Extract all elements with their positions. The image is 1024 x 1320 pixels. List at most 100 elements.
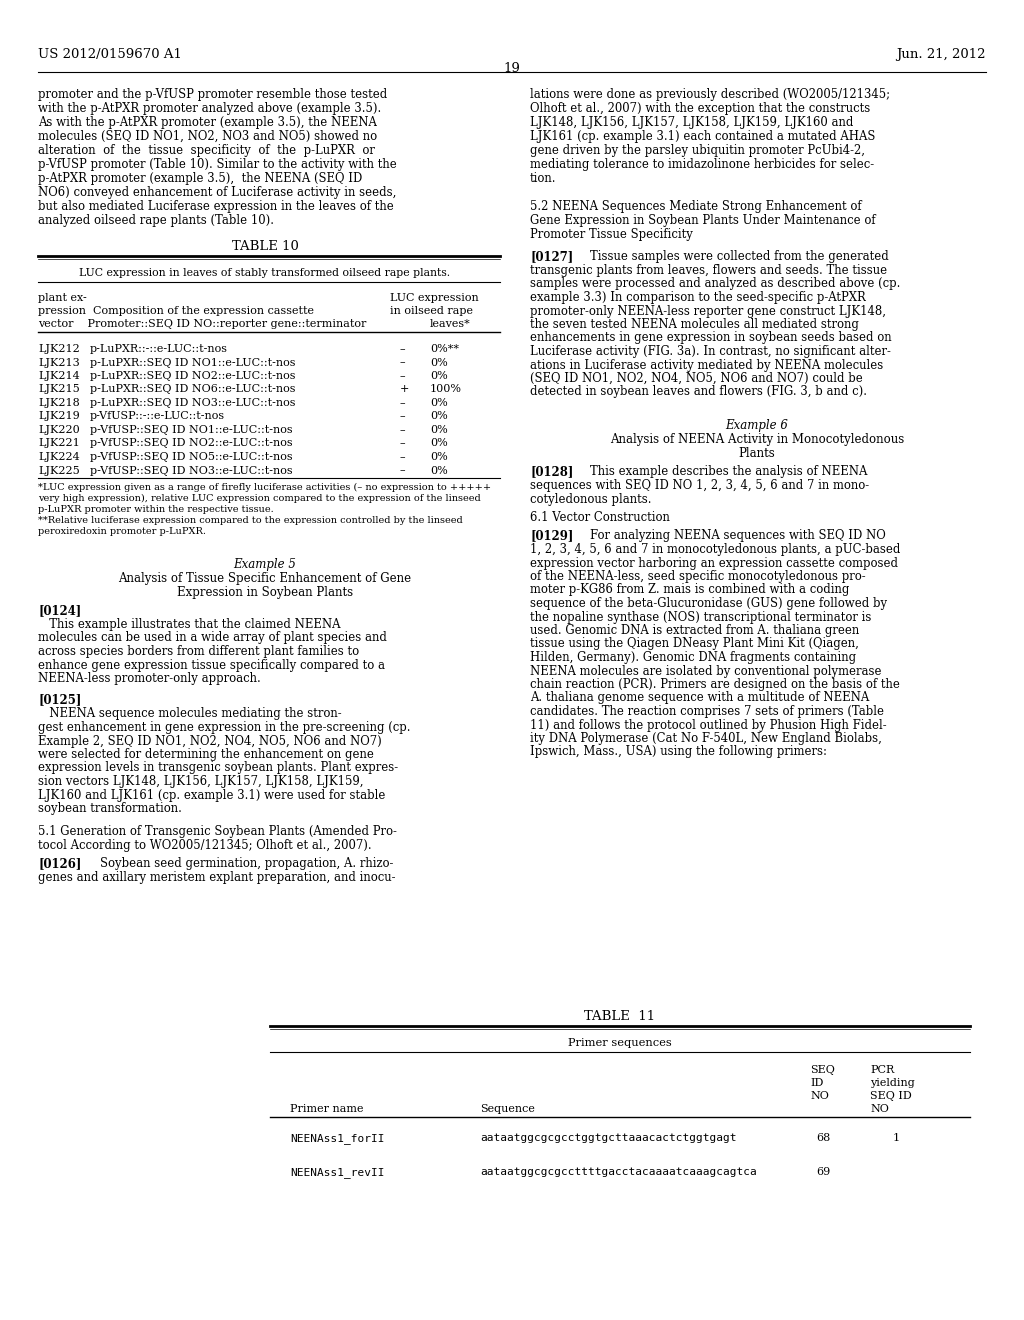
Text: p-VfUSP::SEQ ID NO5::e-LUC::t-nos: p-VfUSP::SEQ ID NO5::e-LUC::t-nos (90, 451, 293, 462)
Text: –: – (400, 438, 406, 449)
Text: [0125]: [0125] (38, 693, 81, 706)
Text: LJK225: LJK225 (38, 466, 80, 475)
Text: SEQ: SEQ (810, 1065, 835, 1074)
Text: p-LuPXR::SEQ ID NO6::e-LUC::t-nos: p-LuPXR::SEQ ID NO6::e-LUC::t-nos (90, 384, 296, 395)
Text: [0127]: [0127] (530, 249, 573, 263)
Text: [0128]: [0128] (530, 465, 573, 478)
Text: –: – (400, 371, 406, 381)
Text: samples were processed and analyzed as described above (cp.: samples were processed and analyzed as d… (530, 277, 900, 290)
Text: LJK219: LJK219 (38, 412, 80, 421)
Text: in oilseed rape: in oilseed rape (390, 306, 473, 315)
Text: ations in Luciferase activity mediated by NEENA molecules: ations in Luciferase activity mediated b… (530, 359, 884, 371)
Text: Tissue samples were collected from the generated: Tissue samples were collected from the g… (590, 249, 889, 263)
Text: Soybean seed germination, propagation, A. rhizo-: Soybean seed germination, propagation, A… (100, 858, 393, 870)
Text: LJK148, LJK156, LJK157, LJK158, LJK159, LJK160 and: LJK148, LJK156, LJK157, LJK158, LJK159, … (530, 116, 853, 129)
Text: –: – (400, 466, 406, 475)
Text: pression  Composition of the expression cassette: pression Composition of the expression c… (38, 306, 314, 315)
Text: genes and axillary meristem explant preparation, and inocu-: genes and axillary meristem explant prep… (38, 871, 395, 884)
Text: LJK160 and LJK161 (cp. example 3.1) were used for stable: LJK160 and LJK161 (cp. example 3.1) were… (38, 788, 385, 801)
Text: transgenic plants from leaves, flowers and seeds. The tissue: transgenic plants from leaves, flowers a… (530, 264, 887, 277)
Text: p-VfUSP::-::e-LUC::t-nos: p-VfUSP::-::e-LUC::t-nos (90, 412, 225, 421)
Text: 1: 1 (893, 1133, 900, 1143)
Text: p-VfUSP::SEQ ID NO1::e-LUC::t-nos: p-VfUSP::SEQ ID NO1::e-LUC::t-nos (90, 425, 293, 436)
Text: p-VfUSP::SEQ ID NO2::e-LUC::t-nos: p-VfUSP::SEQ ID NO2::e-LUC::t-nos (90, 438, 293, 449)
Text: [0129]: [0129] (530, 529, 573, 543)
Text: 68: 68 (816, 1133, 830, 1143)
Text: SEQ ID: SEQ ID (870, 1092, 911, 1101)
Text: used. Genomic DNA is extracted from A. thaliana green: used. Genomic DNA is extracted from A. t… (530, 624, 859, 638)
Text: –: – (400, 345, 406, 354)
Text: **Relative luciferase expression compared to the expression controlled by the li: **Relative luciferase expression compare… (38, 516, 463, 525)
Text: molecules (SEQ ID NO1, NO2, NO3 and NO5) showed no: molecules (SEQ ID NO1, NO2, NO3 and NO5)… (38, 129, 377, 143)
Text: 0%: 0% (430, 358, 447, 367)
Text: p-LuPXR::SEQ ID NO2::e-LUC::t-nos: p-LuPXR::SEQ ID NO2::e-LUC::t-nos (90, 371, 296, 381)
Text: Example 5: Example 5 (233, 558, 296, 572)
Text: p-AtPXR promoter (example 3.5),  the NEENA (SEQ ID: p-AtPXR promoter (example 3.5), the NEEN… (38, 172, 362, 185)
Text: mediating tolerance to imidazolinone herbicides for selec-: mediating tolerance to imidazolinone her… (530, 158, 874, 172)
Text: LJK212: LJK212 (38, 345, 80, 354)
Text: enhancements in gene expression in soybean seeds based on: enhancements in gene expression in soybe… (530, 331, 892, 345)
Text: (SEQ ID NO1, NO2, NO4, NO5, NO6 and NO7) could be: (SEQ ID NO1, NO2, NO4, NO5, NO6 and NO7)… (530, 372, 863, 385)
Text: Ipswich, Mass., USA) using the following primers:: Ipswich, Mass., USA) using the following… (530, 746, 827, 759)
Text: 11) and follows the protocol outlined by Phusion High Fidel-: 11) and follows the protocol outlined by… (530, 718, 887, 731)
Text: Example 6: Example 6 (726, 418, 788, 432)
Text: gest enhancement in gene expression in the pre-screening (cp.: gest enhancement in gene expression in t… (38, 721, 411, 734)
Text: LJK213: LJK213 (38, 358, 80, 367)
Text: LJK214: LJK214 (38, 371, 80, 381)
Text: LJK218: LJK218 (38, 399, 80, 408)
Text: 6.1 Vector Construction: 6.1 Vector Construction (530, 511, 670, 524)
Text: p-LuPXR promoter within the respective tissue.: p-LuPXR promoter within the respective t… (38, 506, 273, 513)
Text: –: – (400, 425, 406, 436)
Text: TABLE 10: TABLE 10 (231, 240, 298, 253)
Text: vector    Promoter::SEQ ID NO::reporter gene::terminator: vector Promoter::SEQ ID NO::reporter gen… (38, 319, 367, 329)
Text: Jun. 21, 2012: Jun. 21, 2012 (896, 48, 986, 61)
Text: 0%: 0% (430, 399, 447, 408)
Text: Example 2, SEQ ID NO1, NO2, NO4, NO5, NO6 and NO7): Example 2, SEQ ID NO1, NO2, NO4, NO5, NO… (38, 734, 382, 747)
Text: leaves*: leaves* (430, 319, 471, 329)
Text: Plants: Plants (738, 447, 775, 459)
Text: tocol According to WO2005/121345; Olhoft et al., 2007).: tocol According to WO2005/121345; Olhoft… (38, 840, 372, 853)
Text: p-LuPXR::SEQ ID NO3::e-LUC::t-nos: p-LuPXR::SEQ ID NO3::e-LUC::t-nos (90, 399, 296, 408)
Text: plant ex-: plant ex- (38, 293, 87, 304)
Text: 1, 2, 3, 4, 5, 6 and 7 in monocotyledonous plants, a pUC-based: 1, 2, 3, 4, 5, 6 and 7 in monocotyledono… (530, 543, 900, 556)
Text: 0%: 0% (430, 371, 447, 381)
Text: 0%: 0% (430, 438, 447, 449)
Text: with the p-AtPXR promoter analyzed above (example 3.5).: with the p-AtPXR promoter analyzed above… (38, 102, 381, 115)
Text: alteration  of  the  tissue  specificity  of  the  p-LuPXR  or: alteration of the tissue specificity of … (38, 144, 375, 157)
Text: p-LuPXR::-::e-LUC::t-nos: p-LuPXR::-::e-LUC::t-nos (90, 345, 228, 354)
Text: PCR: PCR (870, 1065, 894, 1074)
Text: NEENA sequence molecules mediating the stron-: NEENA sequence molecules mediating the s… (38, 708, 342, 721)
Text: enhance gene expression tissue specifically compared to a: enhance gene expression tissue specifica… (38, 659, 385, 672)
Text: 19: 19 (504, 62, 520, 75)
Text: p-VfUSP::SEQ ID NO3::e-LUC::t-nos: p-VfUSP::SEQ ID NO3::e-LUC::t-nos (90, 466, 293, 475)
Text: lations were done as previously described (WO2005/121345;: lations were done as previously describe… (530, 88, 890, 102)
Text: –: – (400, 451, 406, 462)
Text: promoter and the p-VfUSP promoter resemble those tested: promoter and the p-VfUSP promoter resemb… (38, 88, 387, 102)
Text: the seven tested NEENA molecules all mediated strong: the seven tested NEENA molecules all med… (530, 318, 859, 331)
Text: ity DNA Polymerase (Cat No F-540L, New England Biolabs,: ity DNA Polymerase (Cat No F-540L, New E… (530, 733, 882, 744)
Text: ID: ID (810, 1078, 823, 1088)
Text: Expression in Soybean Plants: Expression in Soybean Plants (177, 586, 353, 599)
Text: peroxiredoxin promoter p-LuPXR.: peroxiredoxin promoter p-LuPXR. (38, 527, 206, 536)
Text: A. thaliana genome sequence with a multitude of NEENA: A. thaliana genome sequence with a multi… (530, 692, 869, 705)
Text: sion vectors LJK148, LJK156, LJK157, LJK158, LJK159,: sion vectors LJK148, LJK156, LJK157, LJK… (38, 775, 364, 788)
Text: LJK215: LJK215 (38, 384, 80, 395)
Text: tion.: tion. (530, 172, 556, 185)
Text: across species borders from different plant families to: across species borders from different pl… (38, 645, 359, 657)
Text: example 3.3) In comparison to the seed-specific p-AtPXR: example 3.3) In comparison to the seed-s… (530, 290, 865, 304)
Text: Hilden, Germany). Genomic DNA fragments containing: Hilden, Germany). Genomic DNA fragments … (530, 651, 856, 664)
Text: 5.1 Generation of Transgenic Soybean Plants (Amended Pro-: 5.1 Generation of Transgenic Soybean Pla… (38, 825, 397, 838)
Text: +: + (400, 384, 410, 395)
Text: sequence of the beta-Glucuronidase (GUS) gene followed by: sequence of the beta-Glucuronidase (GUS)… (530, 597, 887, 610)
Text: 0%: 0% (430, 466, 447, 475)
Text: 0%**: 0%** (430, 345, 459, 354)
Text: Primer sequences: Primer sequences (568, 1038, 672, 1048)
Text: the nopaline synthase (NOS) transcriptional terminator is: the nopaline synthase (NOS) transcriptio… (530, 610, 871, 623)
Text: moter p-KG86 from Z. mais is combined with a coding: moter p-KG86 from Z. mais is combined wi… (530, 583, 849, 597)
Text: Primer name: Primer name (290, 1104, 364, 1114)
Text: –: – (400, 412, 406, 421)
Text: 0%: 0% (430, 425, 447, 436)
Text: 100%: 100% (430, 384, 462, 395)
Text: [0124]: [0124] (38, 605, 81, 616)
Text: soybean transformation.: soybean transformation. (38, 803, 182, 814)
